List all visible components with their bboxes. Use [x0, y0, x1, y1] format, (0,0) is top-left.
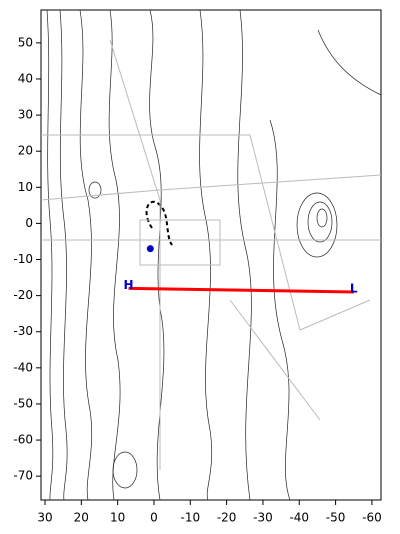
end-label: L: [350, 282, 358, 296]
y-tick-label: -70: [13, 469, 33, 483]
x-tick-label: 0: [150, 511, 158, 525]
contours: [46, 9, 382, 501]
x-tick-label: -30: [253, 511, 273, 525]
x-tick-label: -20: [217, 511, 237, 525]
point: [146, 245, 154, 253]
y-tick-label: 40: [18, 71, 33, 85]
y-tick-label: -30: [13, 324, 33, 338]
x-tick-label: 10: [110, 511, 125, 525]
y-tick-label: -60: [13, 433, 33, 447]
tracks: [40, 39, 382, 470]
y-tick-label: 50: [18, 35, 33, 49]
y-tick-label: 30: [18, 108, 33, 122]
y-tick-label: -40: [13, 360, 33, 374]
x-tick-label: 30: [37, 511, 52, 525]
y-tick-label: -10: [13, 252, 33, 266]
x-tick-label: -60: [362, 511, 382, 525]
track-line: [128, 286, 354, 294]
y-tick-label: 10: [18, 180, 33, 194]
end-label: H: [124, 278, 134, 292]
plot-frame: [40, 9, 382, 501]
x-tick-label: 20: [74, 511, 89, 525]
y-tick-label: 20: [18, 144, 33, 158]
x-tick-label: -40: [289, 511, 309, 525]
y-tick-label: 0: [25, 216, 33, 230]
x-tick-label: -10: [180, 511, 200, 525]
y-tick-label: -20: [13, 288, 33, 302]
y-tick-label: -50: [13, 396, 33, 410]
x-tick-label: -50: [326, 511, 346, 525]
